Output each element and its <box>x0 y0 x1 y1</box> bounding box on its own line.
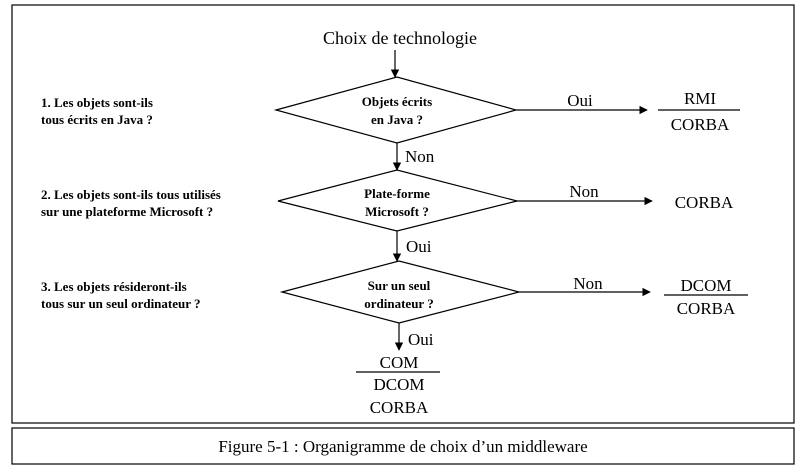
result-1-top: RMI <box>684 89 716 108</box>
result-2: CORBA <box>675 193 734 212</box>
decision-2-line-2: Microsoft ? <box>365 204 429 219</box>
decision-2-line-1: Plate-forme <box>364 186 430 201</box>
branch-3-side-label: Non <box>573 274 603 293</box>
result-3-bottom: CORBA <box>677 299 736 318</box>
decision-1-line-2: en Java ? <box>371 112 423 127</box>
result-3-top: DCOM <box>680 276 731 295</box>
decision-diamond-1 <box>273 76 519 144</box>
result-1-bottom: CORBA <box>671 115 730 134</box>
start-label: Choix de technologie <box>323 28 477 48</box>
question-2-line-1: 2. Les objets sont-ils tous utilisés <box>41 187 221 202</box>
branch-2-down-label: Oui <box>406 237 432 256</box>
final-result-line-3: CORBA <box>370 398 429 417</box>
branch-1-down-label: Non <box>405 147 435 166</box>
caption-frame <box>11 427 795 465</box>
branch-3-down-label: Oui <box>408 330 434 349</box>
decision-3-line-2: ordinateur ? <box>364 296 433 311</box>
question-1-line-1: 1. Les objets sont-ils <box>41 95 153 110</box>
figure-caption: Figure 5-1 : Organigramme de choix d’un … <box>218 437 587 456</box>
question-3-line-2: tous sur un seul ordinateur ? <box>41 296 201 311</box>
figure-frame <box>11 4 795 424</box>
branch-2-side-label: Non <box>569 182 599 201</box>
decision-1-line-1: Objets écrits <box>362 94 432 109</box>
decision-3-line-1: Sur un seul <box>368 278 431 293</box>
question-3-line-1: 3. Les objets résideront-ils <box>41 279 187 294</box>
branch-1-side-label: Oui <box>567 91 593 110</box>
question-2-line-2: sur une plateforme Microsoft ? <box>41 204 213 219</box>
question-1-line-2: tous écrits en Java ? <box>41 112 153 127</box>
final-result-line-1: COM <box>380 353 419 372</box>
final-result-line-2: DCOM <box>373 375 424 394</box>
